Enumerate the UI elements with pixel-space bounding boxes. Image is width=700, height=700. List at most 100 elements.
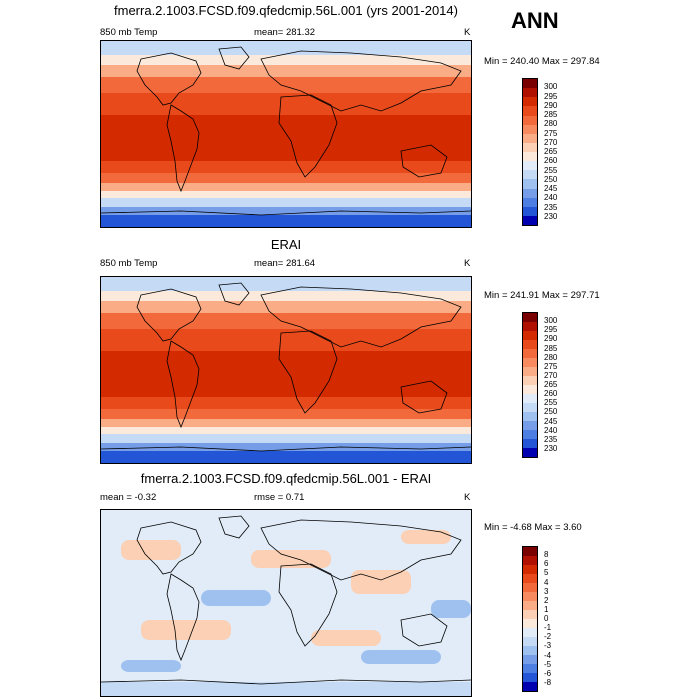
coastline <box>278 330 338 414</box>
colorbar-swatch <box>523 637 537 646</box>
colorbar-swatch <box>523 358 537 367</box>
colorbar-tick-label: 250 <box>544 407 558 417</box>
colorbar-swatch <box>523 88 537 98</box>
colorbar-swatch <box>523 188 537 198</box>
colorbar-swatch <box>523 655 537 664</box>
temperature-band <box>101 183 471 193</box>
colorbar-tick-label: 230 <box>544 211 558 221</box>
cool-anomaly-patch <box>121 660 181 672</box>
panel2-colorbar <box>522 312 538 458</box>
coastline <box>166 573 200 662</box>
colorbar-swatch <box>523 206 537 216</box>
colorbar-swatch <box>523 412 537 421</box>
colorbar-swatch <box>523 664 537 673</box>
coastline <box>400 144 448 178</box>
colorbar-tick-label: 3 <box>544 586 549 596</box>
colorbar-tick-label: 6 <box>544 559 549 569</box>
colorbar-swatch <box>523 152 537 162</box>
colorbar-swatch <box>523 628 537 637</box>
panel1-title: fmerra.2.1003.FCSD.f09.qfedcmip.56L.001 … <box>114 3 458 18</box>
coastline <box>136 288 202 342</box>
colorbar-tick-label: 270 <box>544 137 558 147</box>
panel1-mean-label: mean= 281.32 <box>254 27 316 38</box>
panel2-map-field <box>101 277 471 463</box>
temperature-band <box>101 215 471 227</box>
panel3-rmse-label: rmse = 0.71 <box>254 492 305 503</box>
colorbar-tick-label: 235 <box>544 202 558 212</box>
colorbar-swatch <box>523 601 537 610</box>
warm-anomaly-patch <box>141 620 231 640</box>
temperature-band <box>101 301 471 315</box>
colorbar-tick-label: -4 <box>544 650 552 660</box>
coastline <box>166 104 200 193</box>
colorbar-tick-label: 0 <box>544 614 549 623</box>
temperature-band <box>101 41 471 59</box>
colorbar-tick-label: 290 <box>544 100 558 110</box>
coastline <box>136 521 202 575</box>
temperature-band <box>101 443 471 451</box>
coastline <box>166 340 200 429</box>
colorbar-tick-label: 8 <box>544 550 549 560</box>
colorbar-swatch <box>523 367 537 376</box>
panel3-mean-label: mean = -0.32 <box>100 492 157 503</box>
colorbar-swatch <box>523 430 537 439</box>
coastline <box>400 613 448 647</box>
temperature-band <box>101 427 471 435</box>
colorbar-swatch <box>523 385 537 394</box>
colorbar-swatch <box>523 619 537 628</box>
colorbar-swatch <box>523 179 537 189</box>
colorbar-swatch <box>523 115 537 125</box>
panel3-colorbar <box>522 546 538 692</box>
warm-anomaly-patch <box>311 630 381 646</box>
temperature-band <box>101 434 471 444</box>
coastline <box>278 94 338 178</box>
temperature-band <box>101 93 471 115</box>
coastline <box>218 282 250 306</box>
temperature-band <box>101 161 471 175</box>
coastline <box>101 446 471 452</box>
colorbar-swatch <box>523 673 537 682</box>
cool-anomaly-patch <box>431 600 471 618</box>
colorbar-tick-label: 285 <box>544 110 558 119</box>
temperature-band <box>101 419 471 429</box>
colorbar-tick-label: 280 <box>544 352 558 362</box>
colorbar-swatch <box>523 161 537 171</box>
colorbar-swatch <box>523 574 537 583</box>
colorbar-tick-label: 260 <box>544 156 558 166</box>
colorbar-tick-label: 260 <box>544 389 558 399</box>
panel3-map <box>100 509 472 697</box>
warm-anomaly-patch <box>351 570 411 594</box>
colorbar-swatch <box>523 349 537 358</box>
colorbar-swatch <box>523 403 537 412</box>
colorbar-swatch <box>523 565 537 574</box>
colorbar-tick-label: 275 <box>544 361 558 371</box>
coastline <box>136 52 202 106</box>
coastline <box>218 46 250 70</box>
coastline <box>101 210 471 216</box>
colorbar-swatch <box>523 376 537 385</box>
temperature-band <box>101 277 471 295</box>
colorbar-tick-label: 255 <box>544 165 558 175</box>
panel3-map-field <box>101 510 471 696</box>
colorbar-tick-label: 235 <box>544 434 558 444</box>
colorbar-swatch <box>523 331 537 340</box>
colorbar-swatch <box>523 97 537 107</box>
colorbar-tick-label: -1 <box>544 623 552 633</box>
colorbar-tick-label: -2 <box>544 632 552 642</box>
panel1-units-label: K <box>464 27 471 38</box>
colorbar-tick-label: -6 <box>544 668 552 678</box>
colorbar-tick-label: 265 <box>544 380 558 389</box>
colorbar-tick-label: 270 <box>544 370 558 380</box>
colorbar-tick-label: 290 <box>544 334 558 344</box>
colorbar-swatch <box>523 439 537 448</box>
panel2-title: ERAI <box>270 237 302 252</box>
panel1-map <box>100 40 472 228</box>
coastline <box>260 519 462 581</box>
temperature-band <box>101 191 471 199</box>
temperature-band <box>101 397 471 411</box>
colorbar-tick-label: 1 <box>544 604 549 614</box>
colorbar-tick-label: -8 <box>544 677 552 687</box>
colorbar-tick-label: -3 <box>544 641 552 651</box>
temperature-band <box>101 291 471 303</box>
colorbar-tick-label: 295 <box>544 325 558 335</box>
